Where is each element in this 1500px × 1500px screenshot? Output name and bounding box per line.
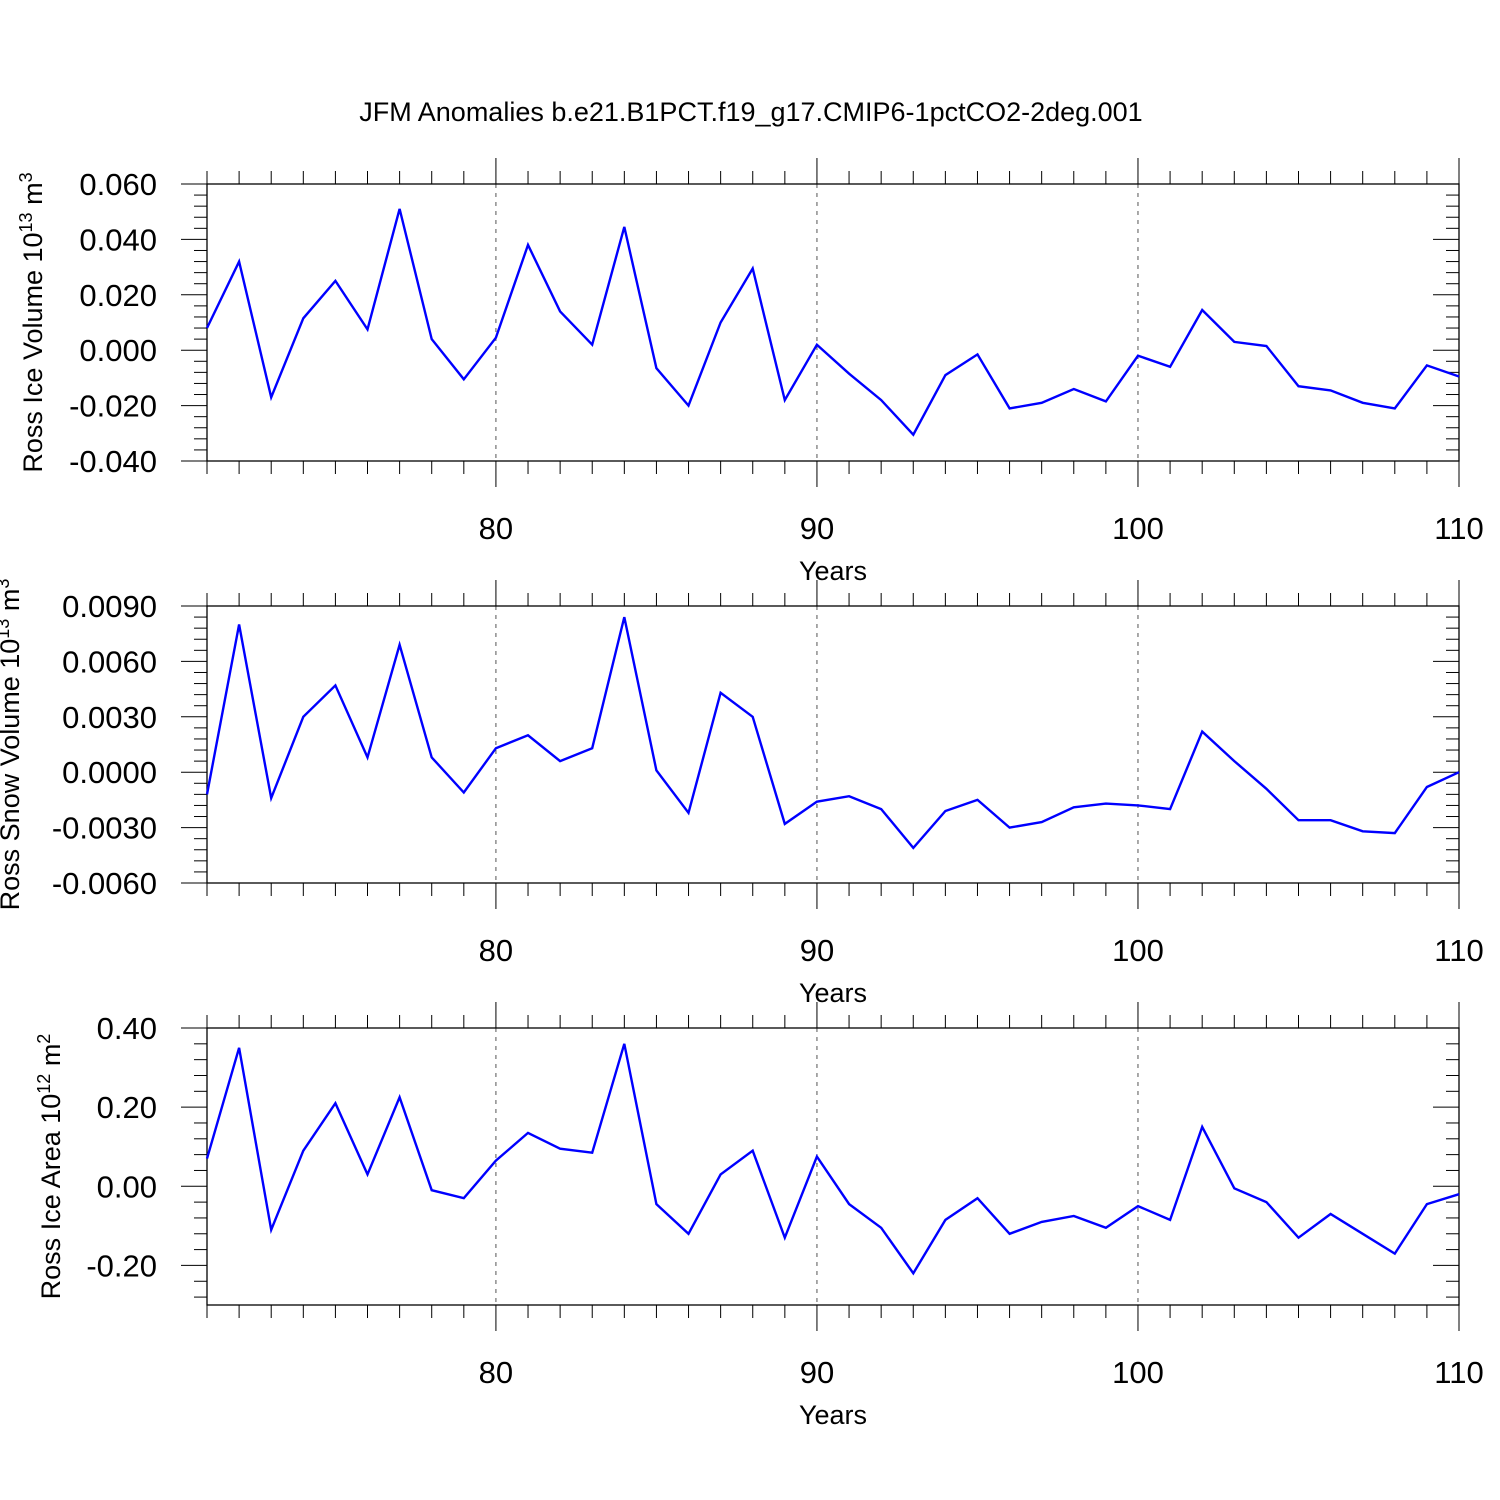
y-axis-title: Ross Snow Volume 1013 m3 (0, 579, 25, 911)
y-axis-title: Ross Ice Volume 1013 m3 (16, 172, 48, 472)
y-axis-title-unit-exp: 2 (34, 1034, 54, 1044)
y-axis-title-unit-exp: 3 (16, 172, 36, 182)
x-axis-title: Years (799, 556, 867, 586)
x-tick-label: 80 (479, 511, 513, 546)
x-tick-label: 80 (479, 933, 513, 968)
panels: 80 90 100 110 -0.040 -0.020 0.000 0.020 0.040 0.0… (0, 158, 1484, 1430)
y-axis-title-unit: m (0, 589, 25, 619)
series-line (205, 616, 1460, 850)
plot-frame (206, 183, 1460, 462)
figure-title: JFM Anomalies b.e21.B1PCT.f19_g17.CMIP6-… (359, 97, 1142, 127)
y-axis-title-main: Ross Ice Volume 10 (18, 232, 48, 472)
x-tick-label: 90 (800, 933, 834, 968)
y-tick-label: 0.40 (97, 1011, 157, 1046)
y-tick-label: -0.040 (69, 444, 157, 479)
y-axis-title-exp: 13 (0, 619, 13, 639)
y-tick-label: 0.040 (79, 222, 157, 257)
x-tick-label: 100 (1112, 511, 1164, 546)
x-axis-title: Years (799, 978, 867, 1008)
y-tick-label: -0.020 (69, 389, 157, 424)
y-tick-label: 0.0000 (62, 755, 157, 790)
y-axis-title: Ross Ice Area 1012 m2 (34, 1034, 66, 1300)
plot-frame (206, 605, 1460, 884)
y-tick-label: 0.000 (79, 333, 157, 368)
y-tick-label: 0.0060 (62, 644, 157, 679)
y-tick-label: 0.00 (97, 1169, 157, 1204)
y-axis-title-exp: 13 (16, 212, 36, 232)
y-tick-label: -0.0060 (52, 866, 157, 901)
y-axis-title-unit: m (18, 182, 48, 212)
panel-1: 80 90 100 110 -0.040 -0.020 0.000 0.020 0.040 0.0… (16, 158, 1484, 586)
series-line (205, 1043, 1460, 1276)
y-axis-title-main: Ross Snow Volume 10 (0, 639, 25, 911)
x-tick-label: 110 (1434, 511, 1483, 546)
y-tick-label: 0.0030 (62, 700, 157, 735)
y-tick-label: -0.0030 (52, 811, 157, 846)
y-axis-title-exp: 12 (34, 1074, 54, 1094)
x-tick-label: 110 (1434, 1355, 1483, 1390)
y-tick-label: 0.020 (79, 278, 157, 313)
series-line (205, 208, 1460, 437)
x-tick-label: 90 (800, 1355, 834, 1390)
y-tick-label: 0.0090 (62, 589, 157, 624)
panel-3: 80 90 100 110 -0.20 0.00 0.20 0.40 Years Ross Ice… (34, 1002, 1484, 1430)
x-tick-label: 90 (800, 511, 834, 546)
x-tick-label: 110 (1434, 933, 1483, 968)
x-tick-label: 100 (1112, 933, 1164, 968)
y-axis-title-main: Ross Ice Area 10 (36, 1094, 66, 1300)
y-tick-label: -0.20 (86, 1248, 157, 1283)
y-tick-label: 0.20 (97, 1090, 157, 1125)
y-axis-title-unit-exp: 3 (0, 579, 13, 589)
x-tick-label: 100 (1112, 1355, 1164, 1390)
plot-frame (206, 1027, 1460, 1306)
x-axis-title: Years (799, 1400, 867, 1430)
x-tick-label: 80 (479, 1355, 513, 1390)
y-axis-title-unit: m (36, 1044, 66, 1074)
y-tick-label: 0.060 (79, 167, 157, 202)
panel-2: 80 90 100 110 -0.0060 -0.0030 0.0000 0.0030 0.00… (0, 579, 1484, 1008)
